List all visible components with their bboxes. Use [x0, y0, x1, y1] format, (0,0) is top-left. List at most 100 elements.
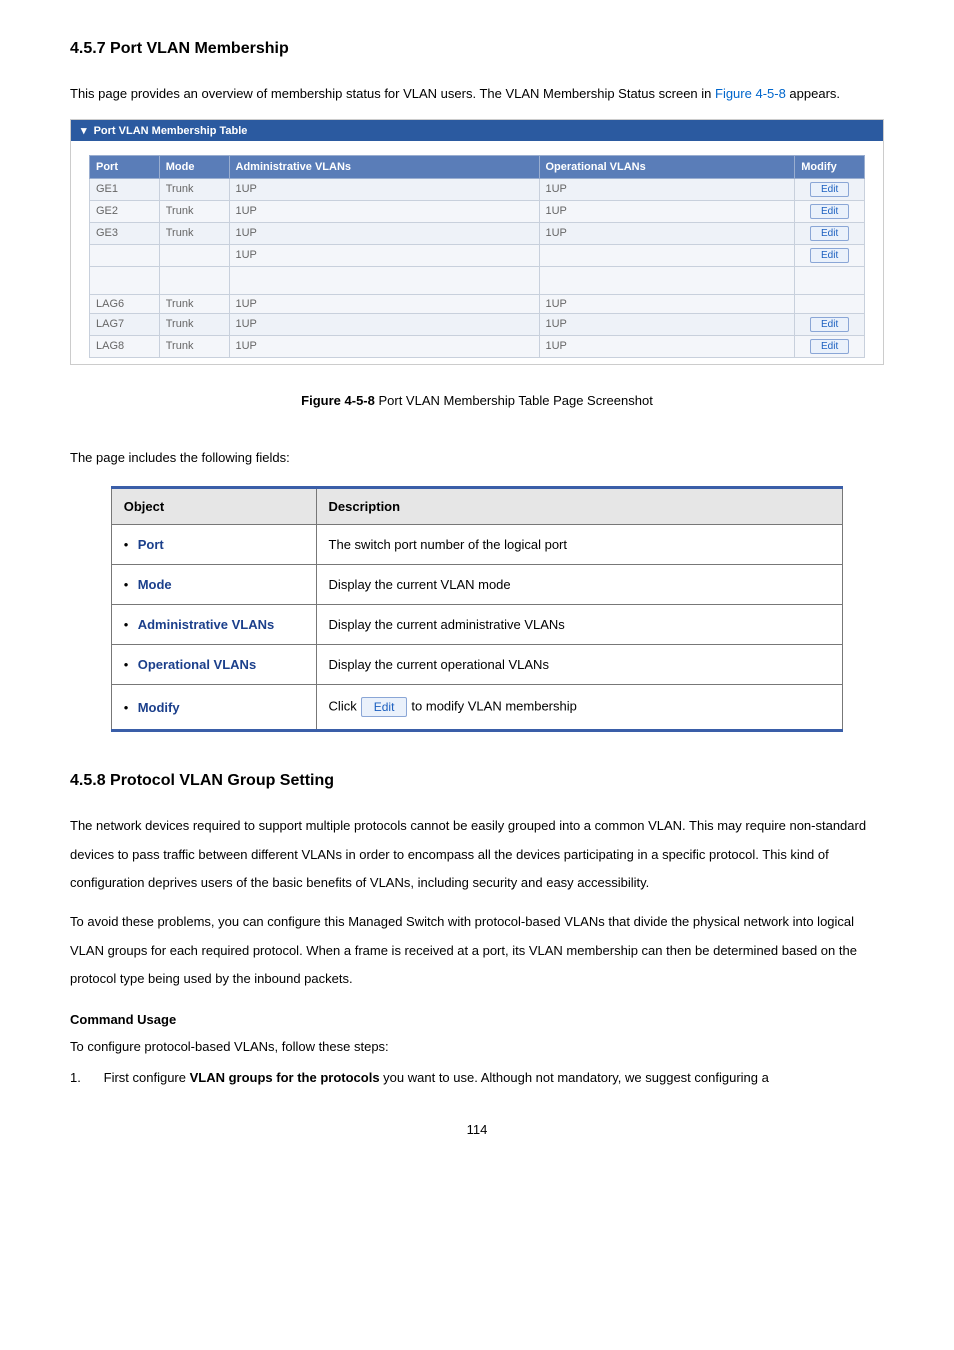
edit-button-inline[interactable]: Edit — [361, 697, 408, 717]
bullet-icon: • — [124, 537, 138, 552]
col-modify-header: Modify — [795, 155, 865, 178]
objtable-desc-cell: Click Editto modify VLAN membership — [316, 685, 843, 731]
cell-admin: 1UP — [229, 200, 539, 222]
cell-admin: 1UP — [229, 294, 539, 313]
step-1-after: you want to use. Although not mandatory,… — [380, 1070, 769, 1085]
objtable-desc-cell: Display the current VLAN mode — [316, 565, 843, 605]
section-heading-457: 4.5.7 Port VLAN Membership — [70, 40, 884, 58]
cell-port: LAG7 — [90, 313, 160, 335]
edit-button[interactable]: Edit — [810, 204, 849, 219]
step-1-bold: VLAN groups for the protocols — [190, 1070, 380, 1085]
objtable-head-desc: Description — [316, 488, 843, 525]
cell-admin: 1UP — [229, 178, 539, 200]
objtable-object-cell: •Mode — [111, 565, 316, 605]
cell-port: LAG8 — [90, 335, 160, 357]
cell-mode: Trunk — [159, 222, 229, 244]
cell-modify: Edit — [795, 244, 865, 266]
table-row: LAG7Trunk1UP1UPEdit — [90, 313, 865, 335]
table-row: LAG6Trunk1UP1UP — [90, 294, 865, 313]
modify-desc-after: to modify VLAN membership — [411, 699, 576, 714]
cell-oper: 1UP — [539, 294, 795, 313]
cell-oper: 1UP — [539, 178, 795, 200]
cell-admin: 1UP — [229, 244, 539, 266]
cell-modify: Edit — [795, 335, 865, 357]
objtable-desc-cell: Display the current administrative VLANs — [316, 605, 843, 645]
cell-port: GE3 — [90, 222, 160, 244]
section-heading-458: 4.5.8 Protocol VLAN Group Setting — [70, 772, 884, 790]
bullet-icon: • — [124, 700, 138, 715]
intro-text-after: appears. — [786, 86, 840, 101]
cell-admin: 1UP — [229, 335, 539, 357]
figure-caption-text: Port VLAN Membership Table Page Screensh… — [375, 393, 653, 408]
cell-modify: Edit — [795, 313, 865, 335]
cell-port: GE2 — [90, 200, 160, 222]
table-row: GE3Trunk1UP1UPEdit — [90, 222, 865, 244]
cell-port — [90, 244, 160, 266]
col-oper-header: Operational VLANs — [539, 155, 795, 178]
figure-caption-number: Figure 4-5-8 — [301, 393, 375, 408]
cell-oper: 1UP — [539, 313, 795, 335]
vlan-membership-table: Port Mode Administrative VLANs Operation… — [89, 155, 865, 358]
cell-modify — [795, 294, 865, 313]
object-label: Operational VLANs — [138, 657, 256, 672]
objtable-head-object: Object — [111, 488, 316, 525]
section2-para1: The network devices required to support … — [70, 812, 884, 898]
cell-oper: 1UP — [539, 222, 795, 244]
table-row: GE1Trunk1UP1UPEdit — [90, 178, 865, 200]
intro-paragraph: This page provides an overview of member… — [70, 80, 884, 109]
bullet-icon: • — [124, 577, 138, 592]
panel-title: Port VLAN Membership Table — [94, 125, 248, 137]
panel-header[interactable]: ▾ Port VLAN Membership Table — [71, 120, 883, 141]
objtable-row: •Operational VLANsDisplay the current op… — [111, 645, 843, 685]
table-row: GE2Trunk1UP1UPEdit — [90, 200, 865, 222]
cell-mode: Trunk — [159, 313, 229, 335]
col-mode-header: Mode — [159, 155, 229, 178]
cell-oper — [539, 244, 795, 266]
modify-desc-before: Click — [329, 699, 357, 714]
edit-button[interactable]: Edit — [810, 226, 849, 241]
cell-oper: 1UP — [539, 200, 795, 222]
cell-port: LAG6 — [90, 294, 160, 313]
col-admin-header: Administrative VLANs — [229, 155, 539, 178]
figure-link[interactable]: Figure 4-5-8 — [715, 86, 786, 101]
command-usage-intro: To configure protocol-based VLANs, follo… — [70, 1037, 884, 1058]
figure-caption: Figure 4-5-8 Port VLAN Membership Table … — [70, 393, 884, 408]
objtable-object-cell: •Operational VLANs — [111, 645, 316, 685]
cell-mode: Trunk — [159, 294, 229, 313]
cell-admin: 1UP — [229, 313, 539, 335]
objtable-row: •ModeDisplay the current VLAN mode — [111, 565, 843, 605]
object-label: Modify — [138, 700, 180, 715]
section2-para2: To avoid these problems, you can configu… — [70, 908, 884, 994]
table-row: 1UP Edit — [90, 244, 865, 266]
cell-mode — [159, 244, 229, 266]
edit-button[interactable]: Edit — [810, 317, 849, 332]
panel-caret-icon: ▾ — [81, 124, 87, 137]
cell-modify: Edit — [795, 222, 865, 244]
cell-mode: Trunk — [159, 200, 229, 222]
objtable-row-modify: •Modify Click Editto modify VLAN membershi… — [111, 685, 843, 731]
cell-admin: 1UP — [229, 222, 539, 244]
objtable-desc-cell: Display the current operational VLANs — [316, 645, 843, 685]
page-number: 114 — [70, 1122, 884, 1137]
cell-modify: Edit — [795, 200, 865, 222]
cell-modify: Edit — [795, 178, 865, 200]
object-description-table: Object Description •PortThe switch port … — [111, 486, 844, 732]
objtable-desc-cell: The switch port number of the logical po… — [316, 525, 843, 565]
object-label: Port — [138, 537, 164, 552]
cell-oper: 1UP — [539, 335, 795, 357]
object-label: Administrative VLANs — [138, 617, 275, 632]
objtable-object-cell: •Port — [111, 525, 316, 565]
object-label: Mode — [138, 577, 172, 592]
objtable-object-cell: •Modify — [111, 685, 316, 731]
objtable-row: •PortThe switch port number of the logic… — [111, 525, 843, 565]
steps-list: 1. First configure VLAN groups for the p… — [70, 1064, 884, 1093]
step-1-before: First configure — [104, 1070, 190, 1085]
edit-button[interactable]: Edit — [810, 339, 849, 354]
edit-button[interactable]: Edit — [810, 182, 849, 197]
step-1: 1. First configure VLAN groups for the p… — [70, 1064, 884, 1093]
bullet-icon: • — [124, 657, 138, 672]
edit-button[interactable]: Edit — [810, 248, 849, 263]
table-gap-row — [90, 266, 865, 294]
objtable-object-cell: •Administrative VLANs — [111, 605, 316, 645]
command-usage-heading: Command Usage — [70, 1012, 884, 1027]
